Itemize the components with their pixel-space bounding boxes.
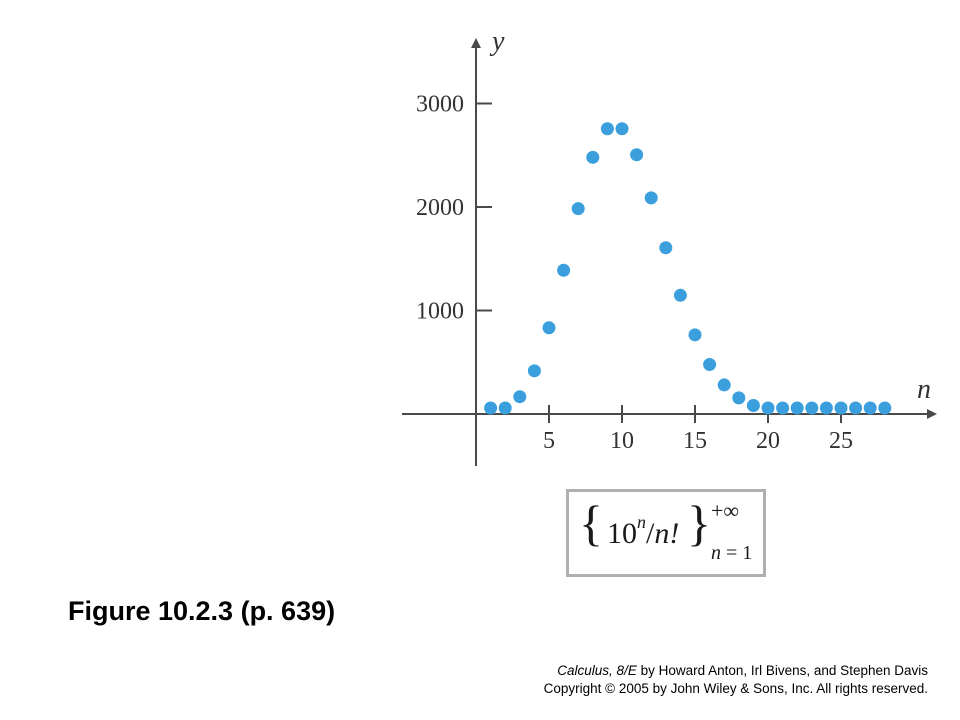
- credits-line-1: Calculus, 8/E by Howard Anton, Irl Biven…: [544, 662, 928, 680]
- x-tick-label: 15: [683, 428, 707, 454]
- data-point: [586, 150, 600, 164]
- data-point: [849, 401, 863, 415]
- data-point: [878, 401, 892, 415]
- data-point: [746, 399, 760, 413]
- data-point: [484, 401, 498, 415]
- formula-box: { 10n/n! } +∞ n = 1: [566, 489, 766, 577]
- data-point: [732, 391, 746, 405]
- y-tick-label: 2000: [416, 195, 464, 221]
- data-point: [513, 390, 527, 404]
- formula-upper-limit: +∞: [711, 498, 740, 523]
- data-point: [557, 263, 571, 277]
- data-point: [688, 328, 702, 342]
- formula-close-brace: }: [687, 495, 711, 551]
- data-point: [805, 401, 819, 415]
- data-point: [571, 202, 585, 216]
- data-point: [600, 122, 614, 136]
- ticks: 5 10 15 20 25 1000 2000 3000: [416, 92, 853, 455]
- data-point: [498, 401, 512, 415]
- x-tick-label: 10: [610, 428, 634, 454]
- formula-slash: /: [646, 517, 655, 550]
- formula-lower-eq: = 1: [721, 542, 753, 564]
- data-point: [659, 241, 673, 255]
- y-tick-label: 1000: [416, 299, 464, 325]
- x-tick-label: 20: [756, 428, 780, 454]
- figure-caption: Figure 10.2.3 (p. 639): [68, 596, 336, 626]
- data-point: [630, 148, 644, 162]
- data-point: [717, 378, 731, 392]
- data-point: [703, 358, 717, 372]
- credits-line-2: Copyright © 2005 by John Wiley & Sons, I…: [543, 681, 928, 696]
- x-tick-label: 5: [543, 428, 555, 454]
- data-point: [790, 401, 804, 415]
- y-tick-label: 3000: [416, 92, 464, 118]
- book-authors: by Howard Anton, Irl Bivens, and Stephen…: [636, 663, 928, 678]
- book-title: Calculus, 8/E: [557, 663, 637, 678]
- formula-base: 10: [607, 517, 637, 550]
- data-point: [834, 401, 848, 415]
- data-point: [761, 401, 775, 415]
- scatter-chart: n y 5 10 15 20 25 1000 2000 3000: [402, 26, 937, 466]
- x-axis-label: n: [917, 374, 931, 405]
- data-point: [542, 321, 556, 335]
- formula-expression: 10n/n!: [607, 512, 680, 551]
- data-point: [776, 401, 790, 415]
- data-points: [484, 122, 892, 415]
- formula-open-brace: {: [579, 495, 603, 551]
- x-tick-label: 25: [829, 428, 853, 454]
- formula-lower-var: n: [711, 542, 721, 564]
- data-point: [863, 401, 877, 415]
- data-point: [644, 191, 658, 205]
- y-axis-label: y: [489, 26, 505, 57]
- data-point: [819, 401, 833, 415]
- data-point: [615, 122, 629, 136]
- formula-denominator: n!: [654, 517, 680, 550]
- formula-lower-limit: n = 1: [711, 542, 752, 565]
- data-point: [673, 288, 687, 302]
- formula-exponent: n: [637, 512, 646, 532]
- data-point: [527, 364, 541, 378]
- credits: Calculus, 8/E by Howard Anton, Irl Biven…: [544, 662, 928, 698]
